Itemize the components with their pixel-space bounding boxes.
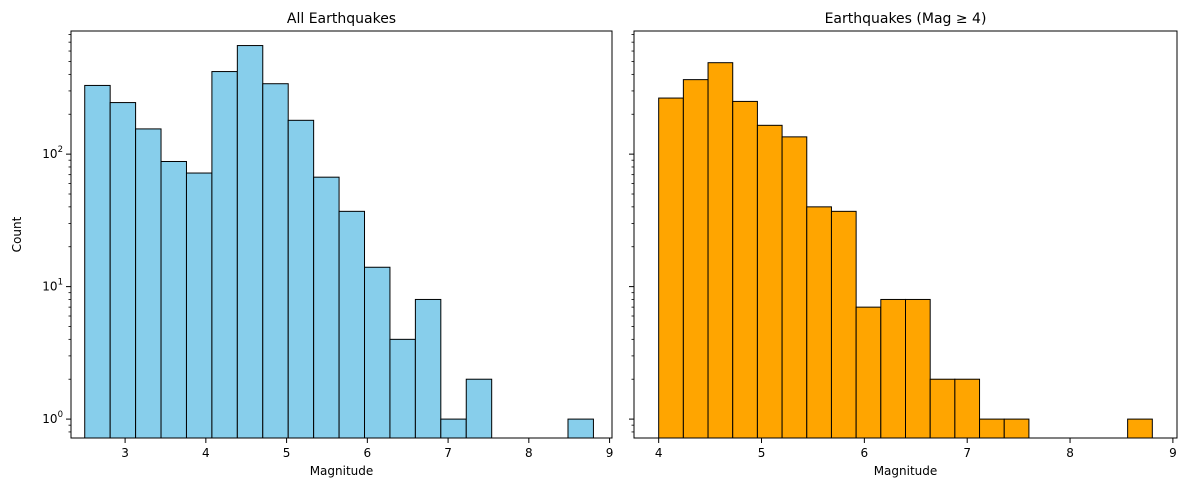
x-tick-label: 8 xyxy=(1066,446,1074,460)
y-axis-ticks: 100 101 102 xyxy=(42,34,71,433)
x-tick-label: 5 xyxy=(283,446,291,460)
histogram-bars xyxy=(84,45,594,439)
histogram-bar xyxy=(732,100,758,439)
x-tick-label: 9 xyxy=(606,446,614,460)
y-tick-label: 101 xyxy=(42,278,63,294)
histogram-bar xyxy=(364,266,391,439)
axes-all-earthquakes: 3 4 5 6 7 8 9 100 101 102 All Earthquakes Magnit… xyxy=(10,11,613,478)
histogram-bar xyxy=(1127,418,1153,439)
histogram-bar xyxy=(440,418,467,439)
histogram-bar xyxy=(109,102,137,439)
histogram-bar xyxy=(855,306,882,439)
histogram-bar xyxy=(185,172,213,439)
x-tick-label: 4 xyxy=(655,446,663,460)
histogram-bar xyxy=(781,136,808,439)
histogram-bar xyxy=(160,160,187,439)
x-tick-label: 7 xyxy=(963,446,971,460)
x-tick-label: 4 xyxy=(202,446,210,460)
histogram-bar xyxy=(756,124,783,439)
y-tick-label: 100 xyxy=(42,410,63,426)
x-axis-label: Magnitude xyxy=(310,464,374,478)
chart-title: All Earthquakes xyxy=(287,11,396,27)
histogram-bar xyxy=(567,418,594,439)
x-axis-label: Magnitude xyxy=(874,464,938,478)
x-axis-ticks: 4 5 6 7 8 9 xyxy=(655,438,1177,460)
y-axis-label: Count xyxy=(10,216,24,252)
x-tick-label: 7 xyxy=(444,446,452,460)
histogram-bar xyxy=(135,128,162,439)
x-tick-label: 8 xyxy=(525,446,533,460)
x-axis-ticks: 3 4 5 6 7 8 9 xyxy=(121,438,613,460)
histogram-bar xyxy=(880,298,906,439)
x-tick-label: 5 xyxy=(758,446,766,460)
histogram-bar xyxy=(465,378,493,439)
histogram-bar xyxy=(954,378,981,439)
histogram-bar xyxy=(236,45,264,439)
histogram-bar xyxy=(211,71,238,439)
histogram-bar xyxy=(414,298,442,439)
chart-title: Earthquakes (Mag ≥ 4) xyxy=(825,11,987,27)
y-tick-label: 102 xyxy=(42,145,63,161)
x-tick-label: 3 xyxy=(121,446,129,460)
histogram-bar xyxy=(658,97,684,439)
histogram-bar xyxy=(287,119,315,439)
histogram-bar xyxy=(682,79,709,439)
histogram-bar xyxy=(905,298,931,439)
axes-frame xyxy=(70,30,613,439)
histogram-bar xyxy=(389,338,416,439)
x-tick-label: 9 xyxy=(1169,446,1177,460)
histogram-bar xyxy=(338,210,366,439)
histogram-bar xyxy=(262,83,289,439)
x-tick-label: 6 xyxy=(861,446,869,460)
histogram-bar xyxy=(313,176,340,439)
histogram-bar xyxy=(84,84,111,439)
x-tick-label: 6 xyxy=(364,446,372,460)
histogram-bar xyxy=(929,378,956,439)
histogram-bar xyxy=(979,418,1005,439)
axes-mag-4-plus: 4 5 6 7 8 9 Earthquakes (Mag ≥ 4) Magnitude xyxy=(629,11,1178,478)
histogram-bar xyxy=(707,62,734,439)
histogram-bar xyxy=(806,206,832,439)
histogram-bar xyxy=(830,210,857,439)
histogram-bar xyxy=(1003,418,1030,439)
axes-frame xyxy=(633,30,1178,439)
histogram-bars xyxy=(658,62,1153,439)
